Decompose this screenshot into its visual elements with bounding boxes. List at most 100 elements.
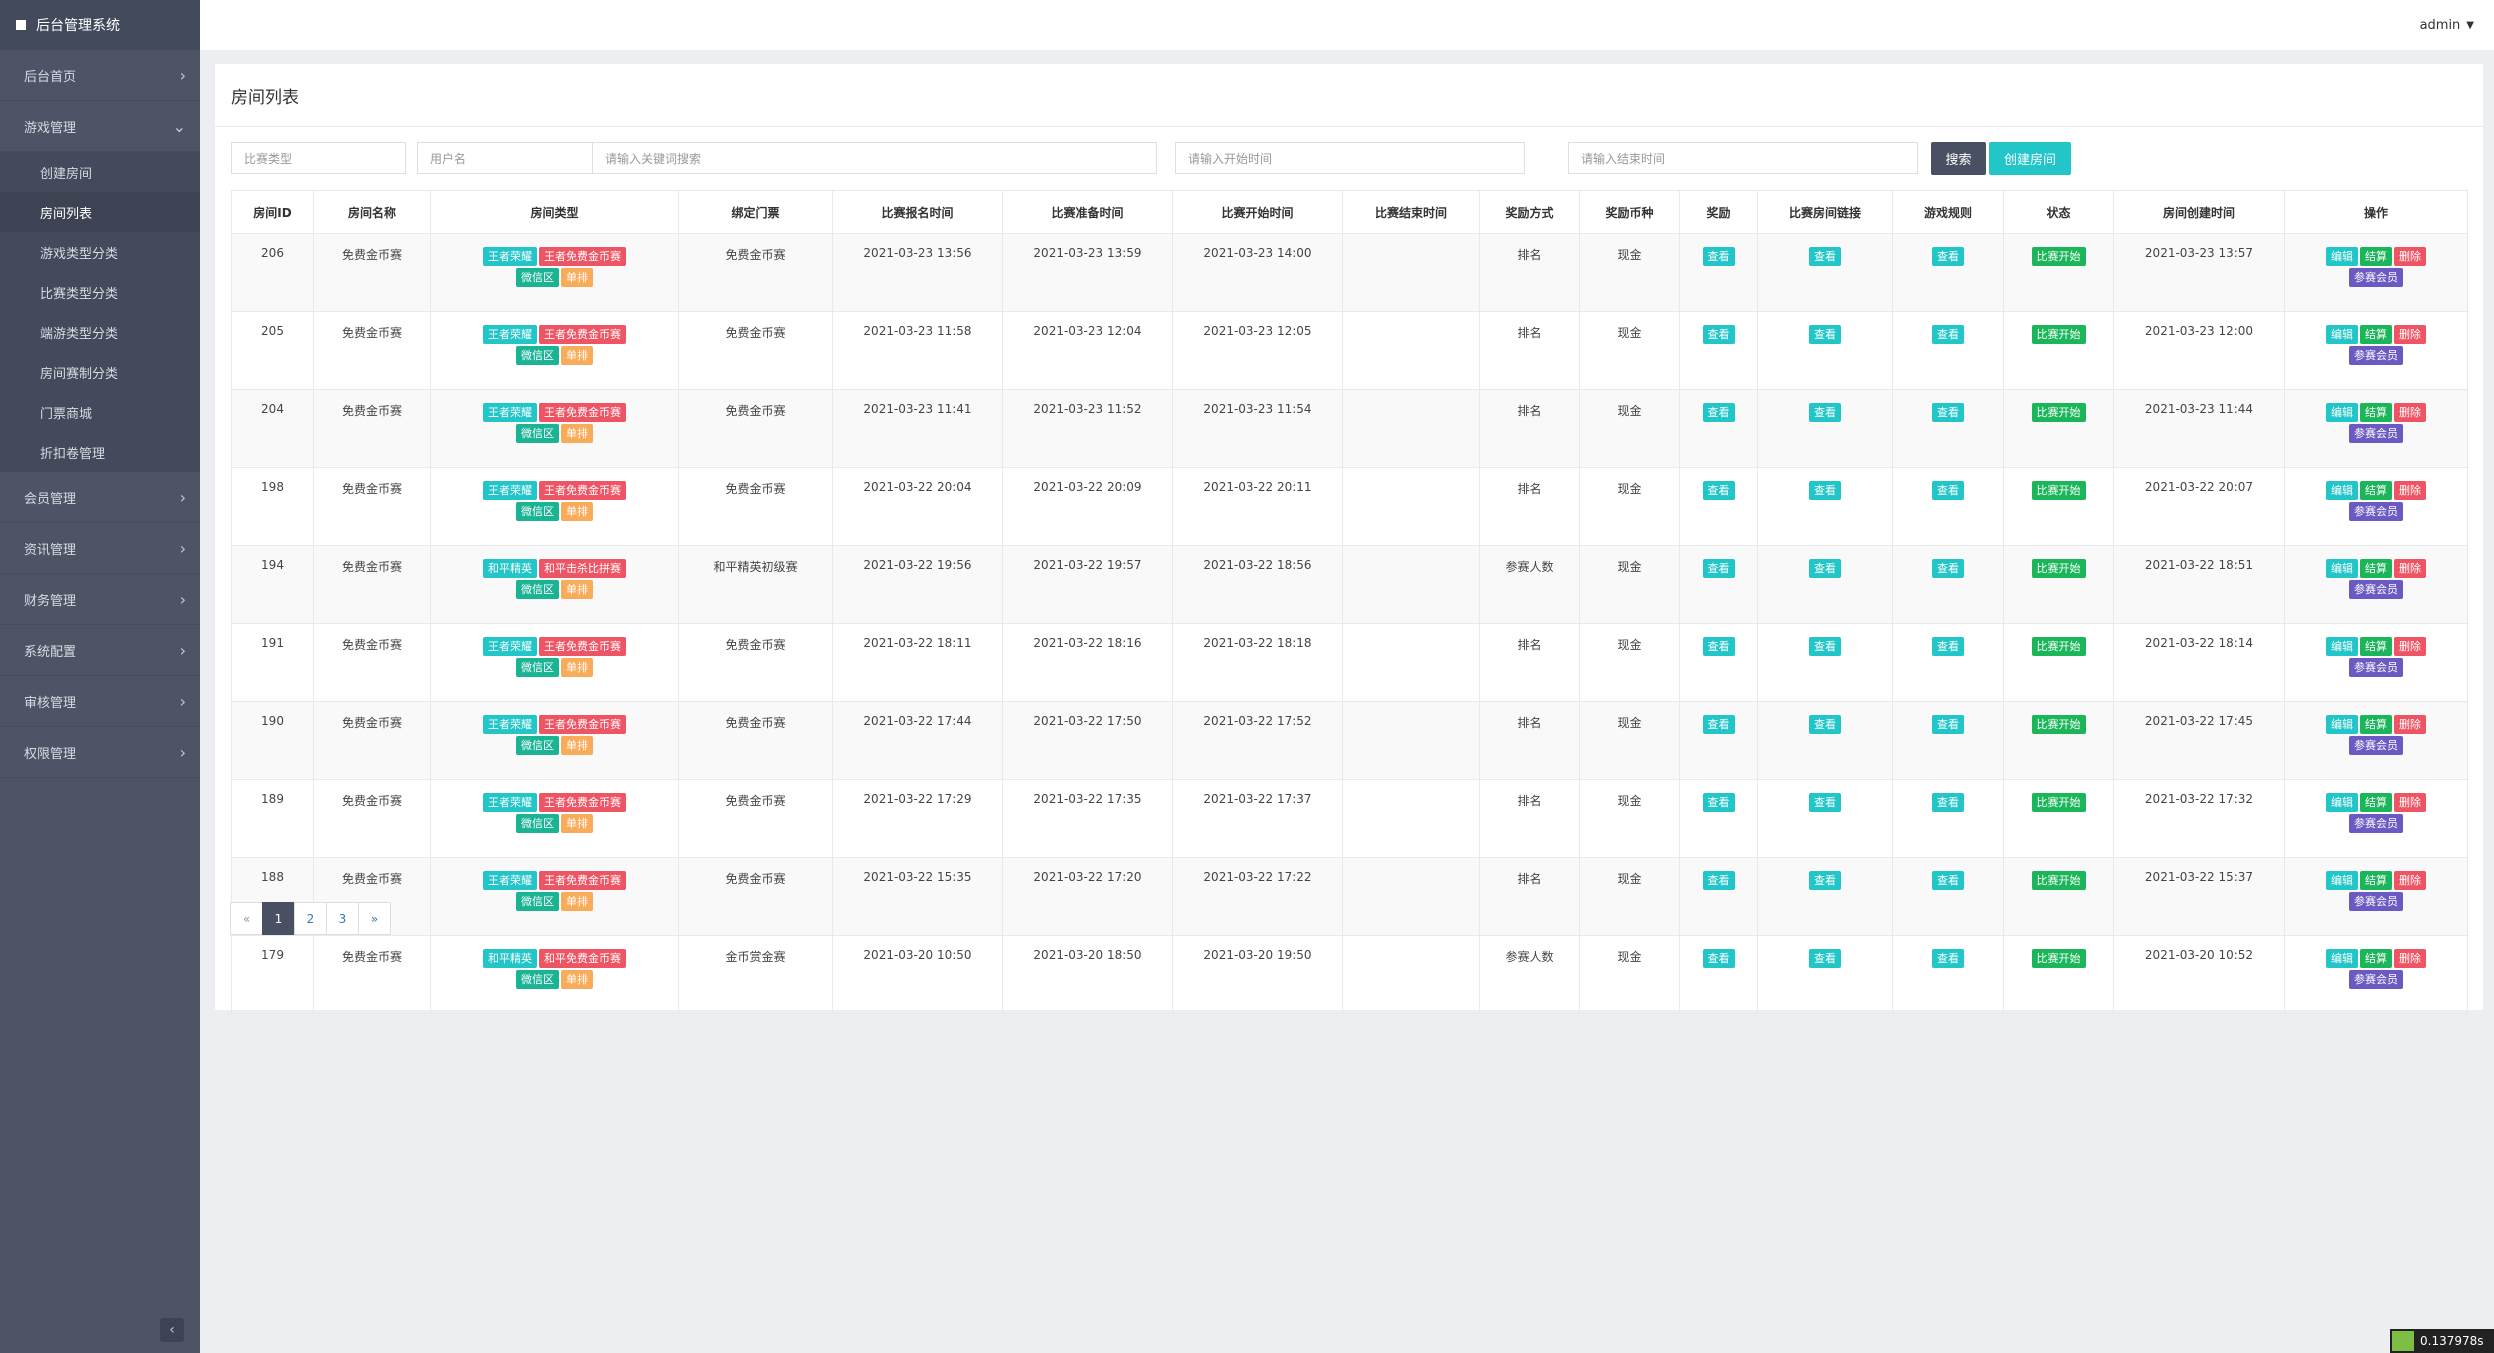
sidebar-item[interactable]: 系统配置 › (0, 625, 200, 676)
settle-button[interactable]: 结算 (2360, 715, 2392, 734)
delete-button[interactable]: 删除 (2394, 871, 2426, 890)
members-button[interactable]: 参赛会员 (2349, 346, 2403, 365)
reward-view-button[interactable]: 查看 (1702, 559, 1735, 578)
sidebar-item[interactable]: 后台首页 › (0, 50, 200, 101)
delete-button[interactable]: 删除 (2394, 715, 2426, 734)
sidebar-subitem[interactable]: 折扣卷管理 (40, 446, 106, 462)
room-link-view-button[interactable]: 查看 (1809, 871, 1841, 890)
search-button[interactable]: 搜索 (1931, 142, 1986, 175)
room-link-view-button[interactable]: 查看 (1809, 949, 1841, 968)
sidebar-item[interactable]: 会员管理 › (0, 472, 200, 523)
reward-view-button[interactable]: 查看 (1702, 715, 1735, 734)
members-button[interactable]: 参赛会员 (2349, 502, 2403, 521)
delete-button[interactable]: 删除 (2394, 481, 2426, 500)
edit-button[interactable]: 编辑 (2326, 715, 2358, 734)
match-type-select[interactable]: 比赛类型 (231, 142, 406, 174)
members-button[interactable]: 参赛会员 (2349, 736, 2403, 755)
members-button[interactable]: 参赛会员 (2349, 658, 2403, 677)
pagination-page[interactable]: 1 (262, 902, 295, 935)
rules-view-button[interactable]: 查看 (1932, 559, 1964, 578)
room-link-view-button[interactable]: 查看 (1809, 481, 1841, 500)
rules-view-button[interactable]: 查看 (1932, 949, 1964, 968)
sidebar-item[interactable]: 审核管理 › (0, 676, 200, 727)
sidebar-subitem[interactable]: 房间列表 (0, 192, 200, 232)
delete-button[interactable]: 删除 (2394, 793, 2426, 812)
members-button[interactable]: 参赛会员 (2349, 268, 2403, 287)
settle-button[interactable]: 结算 (2360, 949, 2392, 968)
settle-button[interactable]: 结算 (2360, 559, 2392, 578)
delete-button[interactable]: 删除 (2394, 559, 2426, 578)
reward-view-button[interactable]: 查看 (1702, 637, 1735, 656)
edit-button[interactable]: 编辑 (2326, 559, 2358, 578)
settle-button[interactable]: 结算 (2360, 247, 2392, 266)
sidebar-subitem[interactable]: 房间赛制分类 (40, 366, 119, 382)
edit-button[interactable]: 编辑 (2326, 325, 2358, 344)
reward-view-button[interactable]: 查看 (1702, 481, 1735, 500)
members-button[interactable]: 参赛会员 (2349, 424, 2403, 443)
sidebar-collapse-icon[interactable]: ‹ (160, 1318, 184, 1342)
rules-view-button[interactable]: 查看 (1932, 247, 1964, 266)
create-room-button[interactable]: 创建房间 (1989, 142, 2071, 175)
delete-button[interactable]: 删除 (2394, 403, 2426, 422)
sidebar-subitem[interactable]: 比赛类型分类 (40, 286, 119, 302)
edit-button[interactable]: 编辑 (2326, 247, 2358, 266)
edit-button[interactable]: 编辑 (2326, 793, 2358, 812)
settle-button[interactable]: 结算 (2360, 793, 2392, 812)
delete-button[interactable]: 删除 (2394, 949, 2426, 968)
edit-button[interactable]: 编辑 (2326, 637, 2358, 656)
room-link-view-button[interactable]: 查看 (1809, 559, 1841, 578)
room-link-view-button[interactable]: 查看 (1809, 247, 1841, 266)
reward-view-button[interactable]: 查看 (1702, 793, 1735, 812)
sidebar-item[interactable]: 游戏管理 ⌄ (0, 101, 200, 152)
delete-button[interactable]: 删除 (2394, 247, 2426, 266)
settle-button[interactable]: 结算 (2360, 637, 2392, 656)
reward-view-button[interactable]: 查看 (1702, 949, 1735, 968)
edit-button[interactable]: 编辑 (2326, 481, 2358, 500)
settle-button[interactable]: 结算 (2360, 871, 2392, 890)
settle-button[interactable]: 结算 (2360, 481, 2392, 500)
edit-button[interactable]: 编辑 (2326, 403, 2358, 422)
pagination-page[interactable]: 3 (326, 902, 359, 935)
pagination-next[interactable]: » (358, 902, 391, 935)
rules-view-button[interactable]: 查看 (1932, 481, 1964, 500)
reward-view-button[interactable]: 查看 (1702, 325, 1735, 344)
delete-button[interactable]: 删除 (2394, 325, 2426, 344)
room-link-view-button[interactable]: 查看 (1809, 793, 1841, 812)
end-time-input[interactable]: 请输入结束时间 (1568, 142, 1918, 174)
start-time-input[interactable]: 请输入开始时间 (1175, 142, 1525, 174)
sidebar-item[interactable]: 财务管理 › (0, 574, 200, 625)
delete-button[interactable]: 删除 (2394, 637, 2426, 656)
username-select[interactable]: 用户名 (417, 142, 592, 174)
rules-view-button[interactable]: 查看 (1932, 871, 1964, 890)
rules-view-button[interactable]: 查看 (1932, 793, 1964, 812)
sidebar-subitem[interactable]: 门票商城 (40, 406, 93, 422)
reward-view-button[interactable]: 查看 (1702, 247, 1735, 266)
rules-view-button[interactable]: 查看 (1932, 715, 1964, 734)
pagination-prev[interactable]: « (230, 902, 263, 935)
sidebar-item[interactable]: 资讯管理 › (0, 523, 200, 574)
sidebar-subitem[interactable]: 创建房间 (40, 166, 93, 182)
edit-button[interactable]: 编辑 (2326, 871, 2358, 890)
settle-button[interactable]: 结算 (2360, 325, 2392, 344)
sidebar-item[interactable]: 权限管理 › (0, 727, 200, 778)
sidebar-subitem[interactable]: 游戏类型分类 (40, 246, 119, 262)
room-link-view-button[interactable]: 查看 (1809, 637, 1841, 656)
reward-view-button[interactable]: 查看 (1702, 871, 1735, 890)
rules-view-button[interactable]: 查看 (1932, 325, 1964, 344)
members-button[interactable]: 参赛会员 (2349, 892, 2403, 911)
members-button[interactable]: 参赛会员 (2349, 814, 2403, 833)
room-link-view-button[interactable]: 查看 (1809, 325, 1841, 344)
pagination-page[interactable]: 2 (294, 902, 327, 935)
keyword-search-input[interactable]: 请输入关键词搜索 (592, 142, 1157, 174)
rules-view-button[interactable]: 查看 (1932, 637, 1964, 656)
user-menu[interactable]: admin ▼ (2420, 18, 2474, 33)
settle-button[interactable]: 结算 (2360, 403, 2392, 422)
edit-button[interactable]: 编辑 (2326, 949, 2358, 968)
members-button[interactable]: 参赛会员 (2349, 580, 2403, 599)
room-link-view-button[interactable]: 查看 (1809, 403, 1841, 422)
reward-view-button[interactable]: 查看 (1702, 403, 1735, 422)
rules-view-button[interactable]: 查看 (1932, 403, 1964, 422)
sidebar-subitem[interactable]: 端游类型分类 (40, 326, 119, 342)
room-link-view-button[interactable]: 查看 (1809, 715, 1841, 734)
members-button[interactable]: 参赛会员 (2349, 970, 2403, 989)
